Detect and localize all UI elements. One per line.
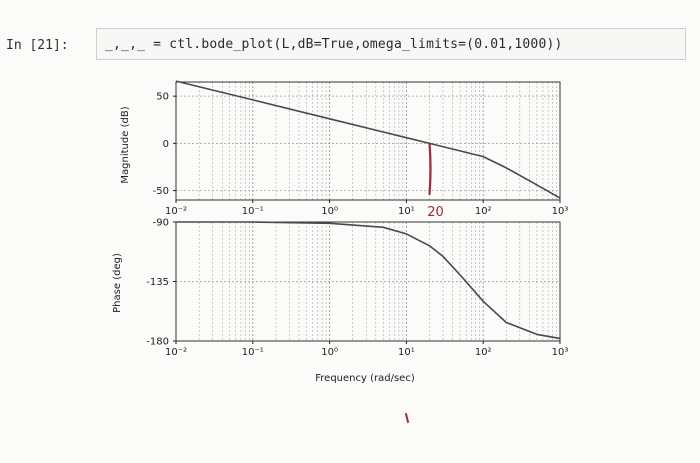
code-cell[interactable]: _,_,_ = ctl.bode_plot(L,dB=True,omega_li… bbox=[96, 28, 686, 60]
phase-curve bbox=[176, 221, 561, 340]
mag-xtick-label: 10⁰ bbox=[321, 206, 338, 217]
phase-ytick-label: -90 bbox=[153, 218, 169, 229]
annotation-label: 20 bbox=[427, 205, 444, 220]
phase-ytick-label: -180 bbox=[146, 337, 169, 348]
annotation-stroke bbox=[428, 142, 432, 196]
phase-frame bbox=[175, 221, 561, 342]
code-text[interactable]: _,_,_ = ctl.bode_plot(L,dB=True,omega_li… bbox=[105, 37, 563, 52]
phase-xtick-label: 10² bbox=[475, 347, 492, 358]
phase-xtick-label: 10¹ bbox=[398, 347, 415, 358]
magnitude-axes: 50 0 -50 10⁻² 10⁻¹ 10⁰ 10¹ 10² 10³ bbox=[153, 80, 569, 217]
mag-ytick-label: -50 bbox=[153, 186, 169, 197]
phase-xtick-label: 10⁻² bbox=[165, 347, 187, 358]
phase-xtick-label: 10³ bbox=[552, 347, 569, 358]
stray-mark bbox=[405, 413, 409, 423]
cell-prompt: In [21]: bbox=[6, 38, 69, 53]
phase-ylabel: Phase (deg) bbox=[112, 253, 123, 313]
mag-curve bbox=[175, 80, 561, 199]
magnitude-ylabel: Magnitude (dB) bbox=[120, 106, 131, 183]
mag-xtick-label: 10⁻¹ bbox=[242, 206, 264, 217]
frequency-xlabel: Frequency (rad/sec) bbox=[315, 373, 415, 384]
mag-ytick-label: 50 bbox=[156, 92, 169, 103]
phase-xtick-label: 10⁰ bbox=[321, 347, 338, 358]
mag-xtick-label: 10¹ bbox=[398, 206, 415, 217]
mag-xtick-label: 10³ bbox=[552, 206, 569, 217]
mag-ytick-label: 0 bbox=[163, 139, 169, 150]
mag-frame bbox=[175, 81, 561, 201]
phase-ytick-label: -135 bbox=[146, 277, 169, 288]
mag-xtick-label: 10⁻² bbox=[165, 206, 187, 217]
phase-xtick-label: 10⁻¹ bbox=[242, 347, 264, 358]
mag-xtick-label: 10² bbox=[475, 206, 492, 217]
